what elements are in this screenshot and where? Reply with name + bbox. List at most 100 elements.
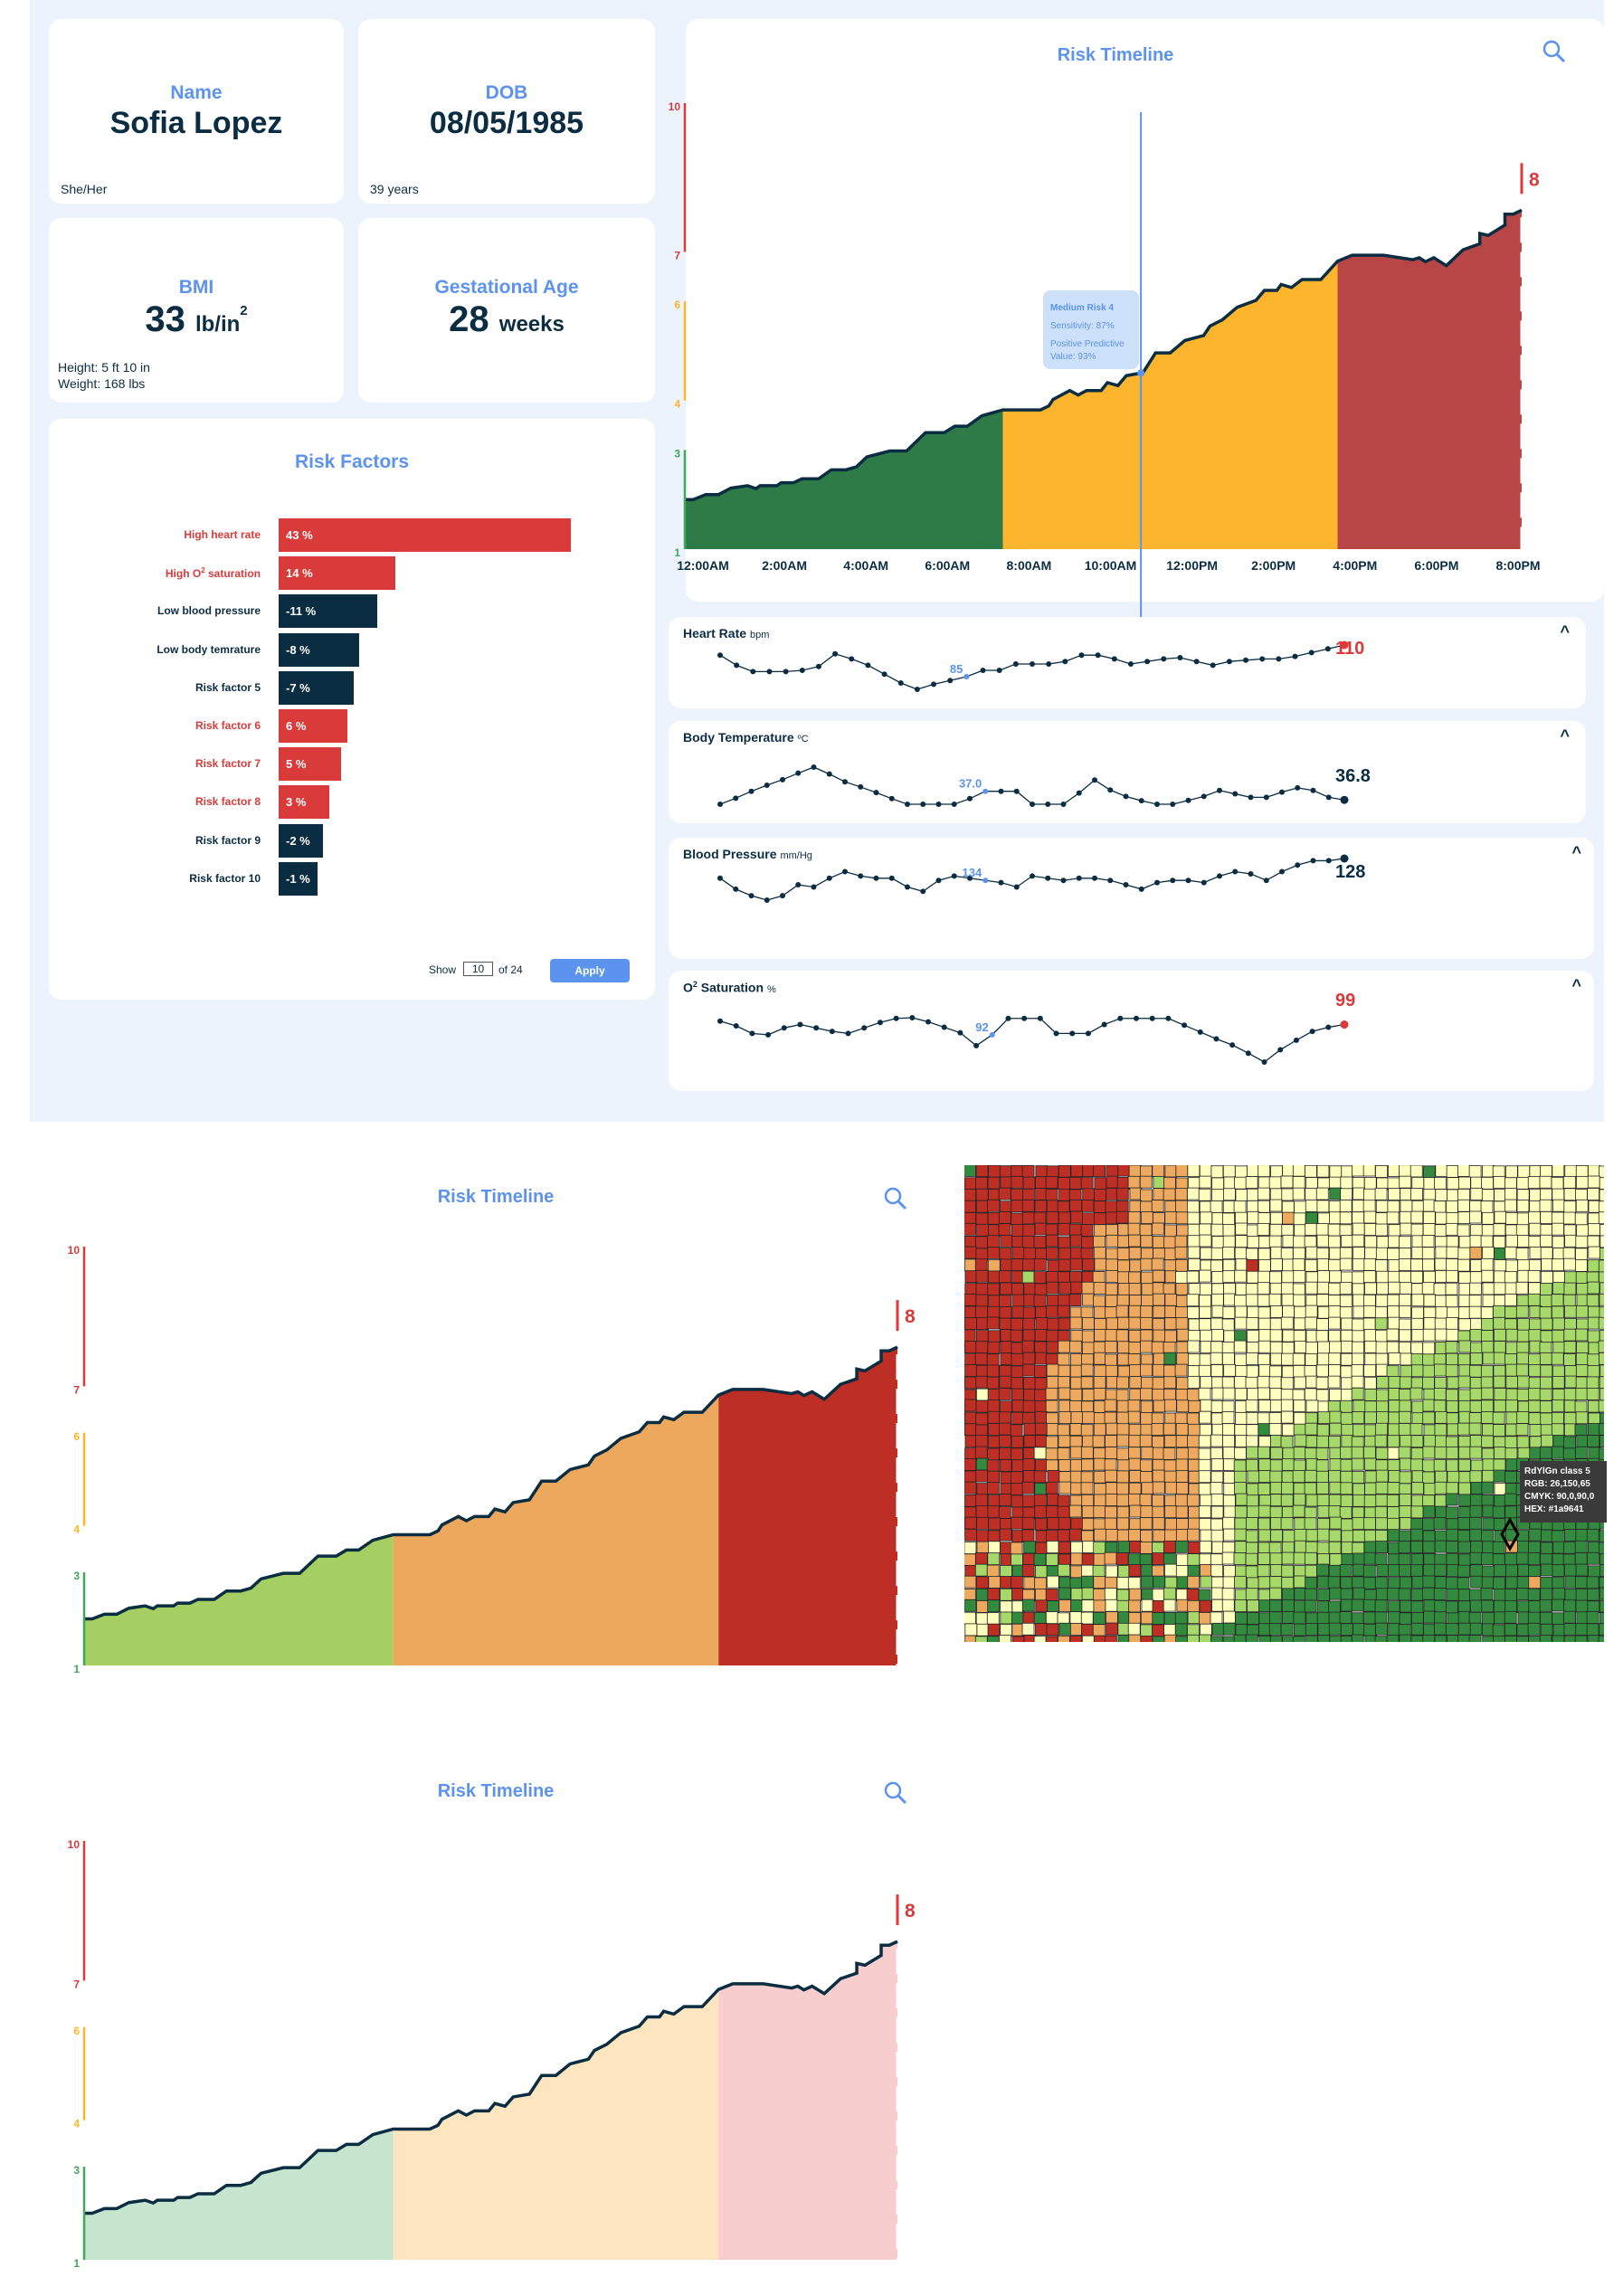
map-region[interactable] <box>1127 1410 1141 1424</box>
map-region[interactable] <box>964 1376 977 1390</box>
map-region[interactable] <box>1423 1188 1437 1201</box>
map-region[interactable] <box>1339 1200 1352 1213</box>
map-region[interactable] <box>1562 1447 1576 1461</box>
map-region[interactable] <box>1258 1576 1271 1589</box>
map-region[interactable] <box>1258 1551 1271 1565</box>
map-region[interactable] <box>1164 1210 1178 1224</box>
map-region[interactable] <box>1280 1436 1294 1448</box>
map-region[interactable] <box>1400 1200 1413 1213</box>
map-region[interactable] <box>1328 1352 1342 1366</box>
map-region[interactable] <box>1505 1399 1518 1413</box>
map-region[interactable] <box>1045 1447 1058 1461</box>
map-region[interactable] <box>1328 1258 1341 1272</box>
map-region[interactable] <box>1374 1259 1388 1272</box>
map-region[interactable] <box>1246 1458 1258 1472</box>
map-region[interactable] <box>1034 1400 1048 1413</box>
map-region[interactable] <box>1410 1188 1423 1200</box>
map-region[interactable] <box>1210 1293 1224 1306</box>
map-region[interactable] <box>1458 1482 1471 1495</box>
map-region[interactable] <box>1539 1635 1552 1642</box>
map-region[interactable] <box>1140 1505 1153 1518</box>
map-region[interactable] <box>1362 1270 1376 1284</box>
map-region[interactable] <box>1352 1330 1365 1343</box>
map-region[interactable] <box>1575 1235 1589 1248</box>
map-region[interactable] <box>1246 1577 1259 1590</box>
map-region[interactable] <box>1188 1517 1201 1531</box>
map-region[interactable] <box>1433 1399 1447 1413</box>
map-region[interactable] <box>1411 1364 1424 1378</box>
map-region[interactable] <box>1364 1435 1377 1448</box>
map-region[interactable] <box>1352 1483 1365 1496</box>
map-region[interactable] <box>1481 1530 1494 1543</box>
map-region[interactable] <box>1399 1165 1411 1178</box>
map-region[interactable] <box>1093 1376 1106 1389</box>
map-region[interactable] <box>1457 1530 1471 1542</box>
map-region[interactable] <box>1482 1541 1495 1554</box>
map-region[interactable] <box>1352 1187 1365 1200</box>
map-region[interactable] <box>1552 1188 1565 1201</box>
map-region[interactable] <box>1175 1317 1189 1330</box>
map-region[interactable] <box>999 1411 1012 1425</box>
map-region[interactable] <box>1046 1575 1059 1589</box>
map-region[interactable] <box>1140 1624 1153 1637</box>
map-region[interactable] <box>1304 1506 1317 1520</box>
map-region[interactable] <box>1045 1387 1058 1400</box>
map-region[interactable] <box>1033 1257 1047 1271</box>
map-region[interactable] <box>1469 1622 1483 1636</box>
show-count-input[interactable]: 10 <box>463 962 493 976</box>
map-region[interactable] <box>1329 1410 1343 1424</box>
map-region[interactable] <box>1552 1236 1565 1248</box>
map-region[interactable] <box>1116 1271 1130 1285</box>
map-region[interactable] <box>1221 1318 1235 1332</box>
map-region[interactable] <box>1093 1165 1106 1178</box>
map-region[interactable] <box>975 1294 989 1307</box>
map-region[interactable] <box>1163 1224 1177 1238</box>
map-region[interactable] <box>1081 1587 1095 1600</box>
map-region[interactable] <box>1210 1553 1223 1567</box>
chevron-up-icon[interactable]: ^ <box>1571 976 1581 994</box>
map-region[interactable] <box>986 1316 1000 1330</box>
map-region[interactable] <box>1246 1224 1259 1238</box>
map-region[interactable] <box>1552 1399 1565 1412</box>
map-region[interactable] <box>1339 1224 1352 1238</box>
map-region[interactable] <box>1280 1399 1294 1412</box>
map-region[interactable] <box>1564 1165 1578 1178</box>
map-region[interactable] <box>1187 1223 1201 1237</box>
map-region[interactable] <box>1164 1270 1178 1284</box>
map-region[interactable] <box>1598 1259 1604 1273</box>
map-region[interactable] <box>1000 1624 1012 1637</box>
map-region[interactable] <box>1164 1563 1177 1577</box>
map-region[interactable] <box>1469 1399 1483 1413</box>
map-region[interactable] <box>1070 1541 1084 1554</box>
map-region[interactable] <box>1327 1375 1341 1389</box>
map-region[interactable] <box>1599 1412 1604 1426</box>
map-region[interactable] <box>1328 1541 1342 1554</box>
map-region[interactable] <box>1540 1330 1553 1343</box>
map-region[interactable] <box>1388 1411 1401 1425</box>
map-region[interactable] <box>1446 1506 1458 1520</box>
map-region[interactable] <box>1163 1624 1176 1637</box>
map-region[interactable] <box>1364 1352 1378 1366</box>
map-region[interactable] <box>1223 1483 1237 1495</box>
map-region[interactable] <box>1551 1446 1564 1459</box>
map-region[interactable] <box>964 1211 977 1225</box>
map-region[interactable] <box>1175 1435 1189 1448</box>
map-region[interactable] <box>1481 1176 1494 1190</box>
map-region[interactable] <box>1469 1551 1483 1565</box>
map-region[interactable] <box>1140 1400 1153 1414</box>
map-region[interactable] <box>1128 1599 1141 1613</box>
map-region[interactable] <box>1505 1328 1519 1342</box>
map-region[interactable] <box>1328 1295 1341 1307</box>
map-region[interactable] <box>1293 1459 1306 1473</box>
map-region[interactable] <box>1021 1165 1035 1178</box>
map-region[interactable] <box>1516 1295 1530 1308</box>
map-region[interactable] <box>1564 1423 1577 1437</box>
map-region[interactable] <box>1434 1377 1447 1390</box>
map-region[interactable] <box>1493 1282 1506 1295</box>
map-region[interactable] <box>1058 1587 1071 1600</box>
map-region[interactable] <box>1000 1282 1012 1295</box>
map-region[interactable] <box>1588 1165 1600 1178</box>
map-region[interactable] <box>1247 1236 1260 1248</box>
map-region[interactable] <box>1127 1175 1141 1189</box>
chevron-up-icon[interactable]: ^ <box>1560 726 1570 745</box>
